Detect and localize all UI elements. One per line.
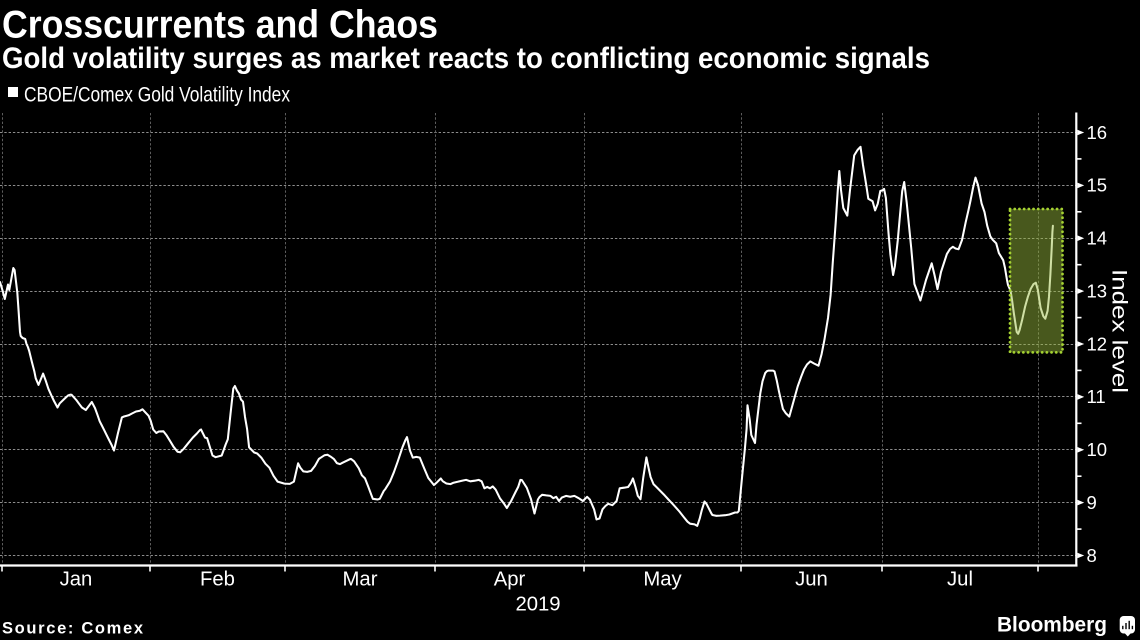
svg-text:12: 12 — [1087, 333, 1108, 354]
svg-text:CBOE/Comex Gold Volatility Ind: CBOE/Comex Gold Volatility Index — [24, 84, 290, 107]
svg-text:Jul: Jul — [947, 569, 973, 591]
svg-text:16: 16 — [1087, 122, 1108, 143]
svg-text:Index level: Index level — [1108, 269, 1131, 393]
svg-text:14: 14 — [1087, 228, 1108, 249]
svg-text:Apr: Apr — [494, 569, 526, 591]
svg-text:8: 8 — [1087, 545, 1097, 566]
svg-text:Jun: Jun — [795, 569, 828, 591]
svg-text:May: May — [643, 569, 682, 591]
svg-text:Crosscurrents and Chaos: Crosscurrents and Chaos — [2, 4, 438, 47]
svg-text:13: 13 — [1087, 280, 1108, 301]
svg-text:10: 10 — [1087, 439, 1108, 460]
svg-text:Bloomberg: Bloomberg — [997, 613, 1107, 637]
svg-text:Jan: Jan — [60, 569, 93, 591]
svg-text:Gold volatility surges as mark: Gold volatility surges as market reacts … — [2, 42, 930, 75]
svg-text:Feb: Feb — [200, 569, 235, 591]
svg-text:11: 11 — [1087, 386, 1106, 407]
svg-text:15: 15 — [1087, 175, 1108, 196]
svg-text:Mar: Mar — [343, 569, 378, 591]
svg-text:2019: 2019 — [515, 594, 560, 616]
svg-text:Source: Comex: Source: Comex — [2, 620, 144, 638]
svg-text:9: 9 — [1087, 492, 1097, 513]
